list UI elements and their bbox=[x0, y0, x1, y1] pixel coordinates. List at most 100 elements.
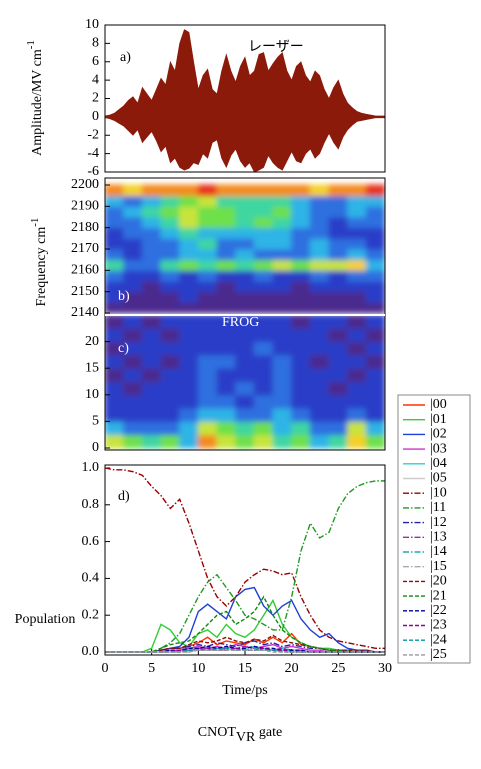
heat-cell bbox=[347, 259, 367, 271]
heat-cell bbox=[365, 227, 385, 239]
legend-label: |12 bbox=[430, 515, 447, 530]
y-tick-label: -6 bbox=[87, 164, 99, 179]
heat-cell bbox=[160, 354, 181, 369]
heat-cell bbox=[105, 237, 125, 250]
heat-cell bbox=[235, 327, 255, 343]
heatmap-b bbox=[105, 184, 385, 314]
heat-cell bbox=[216, 227, 237, 239]
x-tick-label: 0 bbox=[102, 661, 109, 676]
y-tick-label: 0 bbox=[92, 109, 99, 124]
heat-cell bbox=[272, 205, 293, 218]
heat-cell bbox=[253, 205, 274, 218]
heat-cell bbox=[141, 327, 162, 343]
heat-cell bbox=[197, 301, 218, 314]
heat-cell bbox=[197, 269, 218, 282]
heat-cell bbox=[123, 394, 143, 409]
heat-cell bbox=[105, 327, 125, 343]
heat-cell bbox=[253, 259, 274, 271]
heat-cell bbox=[197, 195, 218, 207]
heat-cell bbox=[365, 354, 385, 369]
heat-cell bbox=[365, 315, 385, 329]
panel-label: c) bbox=[118, 341, 129, 356]
x-tick-label: 10 bbox=[191, 661, 205, 676]
heat-cell bbox=[216, 341, 237, 356]
heat-cell bbox=[365, 434, 385, 449]
panel-label: a) bbox=[120, 50, 131, 65]
x-tick-label: 20 bbox=[285, 661, 299, 676]
heat-cell bbox=[141, 205, 162, 218]
heat-cell bbox=[123, 216, 143, 229]
y-tick-label: 10 bbox=[85, 17, 99, 32]
heat-cell bbox=[365, 205, 385, 218]
heat-cell bbox=[105, 195, 125, 207]
heat-cell bbox=[328, 354, 349, 369]
heat-cell bbox=[328, 237, 349, 250]
heat-cell bbox=[309, 394, 330, 409]
heat-cell bbox=[197, 248, 218, 261]
heat-cell bbox=[347, 420, 367, 436]
heat-cell bbox=[197, 184, 218, 197]
legend-label: |11 bbox=[430, 500, 446, 515]
heat-cell bbox=[309, 407, 330, 422]
heat-cell bbox=[309, 237, 330, 250]
heat-cell bbox=[160, 259, 181, 271]
heat-cell bbox=[328, 367, 349, 382]
x-label: Time/ps bbox=[222, 683, 267, 698]
heat-cell bbox=[235, 248, 255, 261]
heat-cell bbox=[365, 327, 385, 343]
heat-cell bbox=[365, 237, 385, 250]
heat-cell bbox=[309, 354, 330, 369]
population-line bbox=[104, 467, 385, 650]
heat-cell bbox=[347, 280, 367, 293]
y-label-text: Amplitude/MV cm bbox=[30, 49, 45, 156]
heat-cell bbox=[272, 280, 293, 293]
annotation: レーザー bbox=[248, 39, 304, 55]
heat-cell bbox=[160, 216, 181, 229]
heat-cell bbox=[253, 407, 274, 422]
heat-cell bbox=[197, 354, 218, 369]
heat-cell bbox=[141, 341, 162, 356]
heat-cell bbox=[123, 381, 143, 396]
heat-cell bbox=[105, 259, 125, 271]
heat-cell bbox=[253, 420, 274, 436]
x-tick-label: 5 bbox=[148, 661, 155, 676]
heat-cell bbox=[160, 291, 181, 303]
heat-cell bbox=[291, 237, 311, 250]
heat-cell bbox=[291, 291, 311, 303]
heat-cell bbox=[160, 367, 181, 382]
plots: -6 -4 -2 0 2 4 6 8 10 2140 2150 2160 2170 2180 2190 220… bbox=[71, 17, 392, 676]
heat-cell bbox=[328, 301, 349, 314]
heat-cell bbox=[123, 259, 143, 271]
heat-cell bbox=[347, 269, 367, 282]
heat-cell bbox=[179, 205, 199, 218]
heat-cell bbox=[328, 341, 349, 356]
heat-cell bbox=[235, 259, 255, 271]
heat-cell bbox=[253, 327, 274, 343]
heat-cell bbox=[253, 301, 274, 314]
heat-cell bbox=[272, 184, 293, 197]
heat-cell bbox=[309, 184, 330, 197]
heat-cell bbox=[235, 269, 255, 282]
heat-cell bbox=[291, 269, 311, 282]
heat-cell bbox=[328, 269, 349, 282]
heat-cell bbox=[291, 420, 311, 436]
heat-cell bbox=[309, 301, 330, 314]
heat-cell bbox=[309, 381, 330, 396]
y-label-a: Amplitude/MV cm-1 bbox=[25, 40, 46, 156]
legend-label: |23 bbox=[430, 618, 447, 633]
heat-cell bbox=[216, 269, 237, 282]
heat-cell bbox=[216, 315, 237, 329]
heat-cell bbox=[309, 280, 330, 293]
y-tick-label: 2170 bbox=[71, 241, 99, 256]
heat-cell bbox=[328, 205, 349, 218]
heat-cell bbox=[141, 381, 162, 396]
heat-cell bbox=[160, 248, 181, 261]
heat-cell bbox=[347, 301, 367, 314]
heat-cell bbox=[160, 394, 181, 409]
heat-cell bbox=[160, 227, 181, 239]
heat-cell bbox=[365, 394, 385, 409]
heat-cell bbox=[105, 205, 125, 218]
heat-cell bbox=[235, 354, 255, 369]
heat-cell bbox=[216, 434, 237, 449]
heat-cell bbox=[197, 381, 218, 396]
